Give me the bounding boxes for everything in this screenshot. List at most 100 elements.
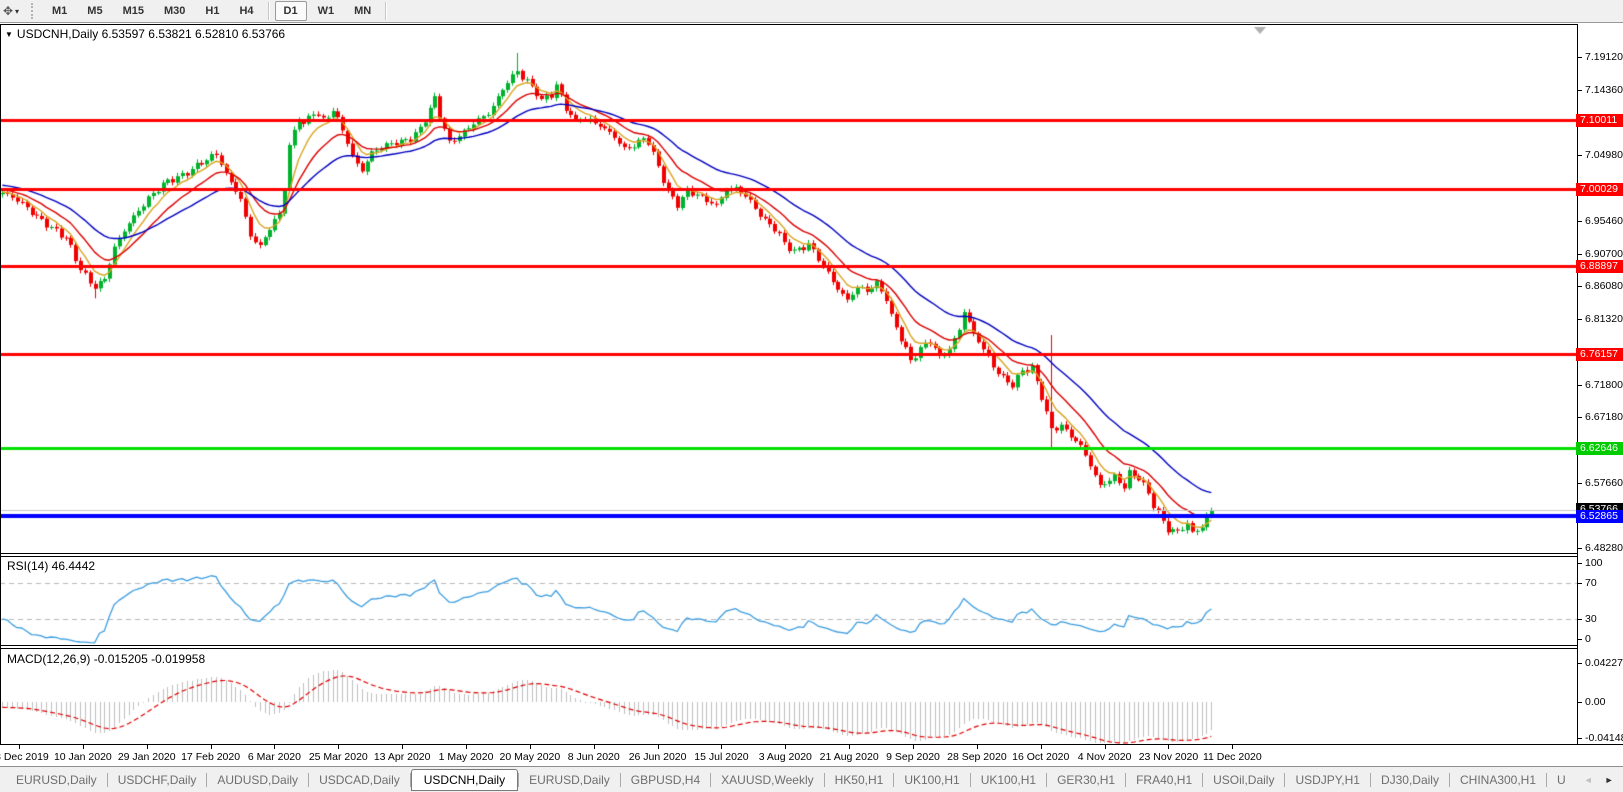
- price-level-badge: 7.00029: [1576, 182, 1623, 196]
- date-tick: [593, 745, 595, 749]
- price-axis-label: 6.90700: [1578, 248, 1623, 260]
- chart-title: ▼ USDCNH,Daily 6.53597 6.53821 6.52810 6.…: [5, 27, 285, 41]
- timeframe-button-M15[interactable]: M15: [122, 5, 144, 17]
- date-tick: [913, 745, 915, 749]
- chart-tab[interactable]: HK50,H1: [834, 772, 884, 787]
- date-label: 28 Sep 2020: [947, 751, 1007, 763]
- axis-tick: [1578, 417, 1582, 418]
- panel-splitter-rsi[interactable]: [0, 553, 1623, 557]
- timeframe-button-M5[interactable]: M5: [87, 5, 103, 17]
- chart-tab[interactable]: GER30,H1: [1057, 772, 1116, 787]
- collapse-triangle-icon[interactable]: ▼: [5, 30, 13, 39]
- chart-tab[interactable]: XAUUSD,Weekly: [721, 772, 814, 787]
- date-label: 25 Mar 2020: [308, 751, 368, 763]
- macd-panel[interactable]: [0, 649, 1577, 744]
- macd-chart-canvas[interactable]: [0, 649, 1577, 744]
- axis-tick: [1578, 220, 1582, 222]
- price-axis-label: 7.19120: [1578, 51, 1623, 63]
- date-label: 4 Nov 2020: [1077, 751, 1132, 763]
- chevron-down-icon[interactable]: ▾: [15, 6, 20, 16]
- tab-scroll-left-icon[interactable]: ◄: [1583, 774, 1593, 785]
- timeframe-button-D1[interactable]: D1: [274, 1, 307, 21]
- chart-frame-left: [0, 24, 1, 744]
- chart-tab[interactable]: GBPUSD,H4: [630, 772, 701, 787]
- timeframe-button-H4[interactable]: H4: [239, 5, 254, 17]
- date-label: 6 Mar 2020: [247, 751, 301, 763]
- date-tick: [529, 745, 531, 749]
- tab-scroll-right-icon[interactable]: ►: [1604, 774, 1614, 785]
- price-level-badge: 6.88897: [1576, 259, 1623, 273]
- date-label: 13 Apr 2020: [373, 751, 431, 763]
- rsi-panel[interactable]: [0, 557, 1577, 645]
- price-chart-panel[interactable]: [0, 24, 1577, 553]
- tab-separator: [1202, 772, 1204, 787]
- date-tick: [1104, 745, 1106, 749]
- chart-tab[interactable]: USDCNH,Daily: [410, 768, 519, 791]
- tab-separator: [1448, 772, 1450, 787]
- tab-separator: [823, 772, 825, 787]
- chart-tab[interactable]: FRA40,H1: [1136, 772, 1193, 787]
- price-level-badge: 7.10011: [1576, 113, 1623, 127]
- tab-separator: [893, 772, 895, 787]
- date-label: 26 Jun 2020: [628, 751, 687, 763]
- chart-tab[interactable]: USDCAD,Daily: [319, 772, 400, 787]
- chart-tab[interactable]: USDCHF,Daily: [117, 772, 197, 787]
- axis-tick: [1578, 482, 1582, 484]
- date-label: 11 Dec 2020: [1202, 751, 1262, 763]
- timeframe-button-M30[interactable]: M30: [163, 5, 186, 17]
- tab-separator: [518, 772, 520, 787]
- chart-tab[interactable]: CHINA300,H1: [1459, 772, 1537, 787]
- rsi-chart-canvas[interactable]: [0, 557, 1577, 645]
- timeframe-toolbar: ✥ ▾ M1 M5 M15 M30 H1 H4 D1 W1 MN: [0, 0, 1623, 23]
- chart-tab[interactable]: USOil,Daily: [1213, 772, 1275, 787]
- chart-tab[interactable]: EURUSD,Daily: [16, 772, 97, 787]
- price-axis-label: 7.14360: [1578, 84, 1623, 96]
- tab-separator: [619, 772, 621, 787]
- macd-axis-label: 0.00: [1578, 696, 1605, 708]
- tab-separator: [1284, 772, 1286, 787]
- tab-separator: [409, 772, 411, 787]
- date-tick: [721, 745, 723, 749]
- chart-tab[interactable]: EURUSD,Daily: [529, 772, 610, 787]
- tab-separator: [1369, 772, 1371, 787]
- chart-cursor-icon[interactable]: ✥: [2, 4, 14, 18]
- date-label: 21 Aug 2020: [819, 751, 879, 763]
- axis-tick: [1578, 318, 1582, 320]
- value-axis[interactable]: 7.19120 7.14360 7.04980 6.95460 6.90700 6.860…: [1576, 24, 1623, 744]
- chart-tab[interactable]: UK100,H1: [904, 772, 960, 787]
- date-axis[interactable]: 23 Dec 2019 10 Jan 2020 29 Jan 2020 17 Feb …: [0, 745, 1623, 766]
- timeframe-button-MN[interactable]: MN: [354, 5, 372, 17]
- date-label: 10 Jan 2020: [53, 751, 112, 763]
- date-tick: [657, 745, 659, 749]
- tab-separator: [1046, 772, 1048, 787]
- chart-title-text: USDCNH,Daily 6.53597 6.53821 6.52810 6.5…: [16, 27, 286, 41]
- tab-separator: [1125, 772, 1127, 787]
- panel-splitter-macd[interactable]: [0, 645, 1623, 649]
- chart-frame-bottom: [0, 744, 1623, 745]
- axis-tick: [1578, 89, 1582, 91]
- date-label: 29 Jan 2020: [117, 751, 176, 763]
- rsi-label: RSI(14) 46.4442: [7, 559, 96, 573]
- chart-tab[interactable]: DJ30,Daily: [1380, 772, 1439, 787]
- date-tick: [849, 745, 851, 749]
- toolbar-drag-handle[interactable]: [31, 3, 36, 19]
- tab-separator: [308, 772, 310, 787]
- timeframe-button-M1[interactable]: M1: [52, 5, 68, 17]
- rsi-axis-label: 0: [1578, 633, 1591, 645]
- chart-tab[interactable]: AUDUSD,Daily: [217, 772, 299, 787]
- chart-tab[interactable]: U: [1557, 772, 1566, 787]
- price-axis-label: 6.95460: [1578, 215, 1623, 227]
- date-tick: [1040, 745, 1042, 749]
- candlestick-chart-canvas[interactable]: [0, 24, 1577, 553]
- axis-tick: [1578, 618, 1582, 620]
- chart-tab[interactable]: UK100,H1: [980, 772, 1037, 787]
- timeframe-buttons: M1 M5 M15 M30 H1 H4 D1 W1 MN: [42, 0, 391, 22]
- rsi-axis-label: 30: [1578, 613, 1597, 625]
- chart-tab[interactable]: USDJPY,H1: [1295, 772, 1360, 787]
- date-label: 8 Jun 2020: [567, 751, 620, 763]
- axis-tick: [1578, 702, 1582, 703]
- price-axis-label: 6.71800: [1578, 379, 1623, 391]
- timeframe-button-W1[interactable]: W1: [317, 5, 335, 17]
- timeframe-button-H1[interactable]: H1: [205, 5, 220, 17]
- axis-tick: [1578, 738, 1582, 739]
